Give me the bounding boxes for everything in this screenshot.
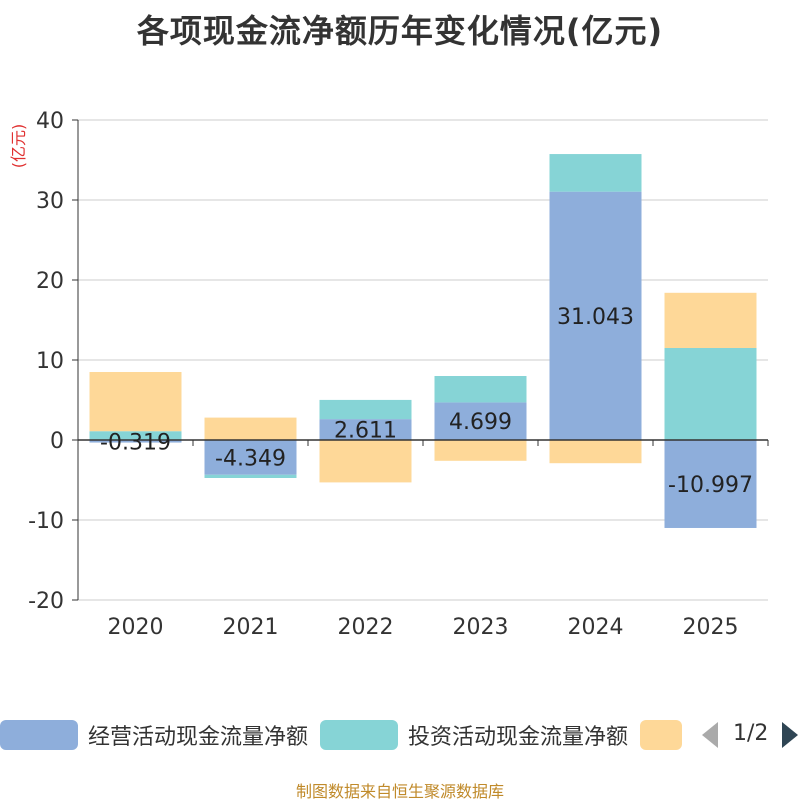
bar-financing-2023 (434, 440, 527, 461)
bar-operating-2025 (664, 440, 757, 528)
bar-operating-2022 (319, 419, 412, 440)
legend-item-investing[interactable]: 投资活动现金流量净额 (320, 719, 628, 751)
y-tick-label: 20 (36, 269, 64, 294)
x-tick-label: 2022 (338, 615, 394, 640)
y-axis-label: (亿元) (9, 124, 28, 169)
y-tick-label: 30 (36, 189, 64, 214)
x-tick-label: 2023 (453, 615, 509, 640)
data-label-operating-2020: -0.319 (100, 430, 171, 455)
data-label-operating-2023: 4.699 (449, 410, 512, 435)
bar-operating-2020 (89, 440, 182, 443)
legend-swatch-investing (320, 720, 398, 750)
legend-label-operating: 经营活动现金流量净额 (88, 725, 309, 750)
data-label-operating-2021: -4.349 (215, 446, 286, 471)
bar-investing-2022 (319, 399, 412, 420)
triangle-right-icon[interactable] (780, 720, 800, 750)
x-tick-label: 2025 (683, 615, 739, 640)
legend-swatch-financing (640, 720, 682, 750)
chart-title: 各项现金流净额历年变化情况(亿元) (136, 12, 664, 50)
data-source-footer: 制图数据来自恒生聚源数据库 (295, 782, 504, 801)
bar-financing-2024 (549, 440, 642, 464)
x-tick-label: 2020 (108, 615, 164, 640)
y-tick-label: 0 (50, 429, 64, 454)
bar-financing-2021 (204, 417, 297, 440)
data-label-operating-2024: 31.043 (557, 305, 634, 330)
legend-item-financing[interactable] (640, 720, 682, 750)
legend-item-operating[interactable]: 经营活动现金流量净额 (0, 719, 308, 751)
bar-investing-2023 (434, 376, 527, 403)
data-label-operating-2022: 2.611 (334, 419, 397, 444)
y-tick-label: 40 (36, 109, 64, 134)
y-tick-label: -10 (28, 509, 64, 534)
bar-investing-2020 (89, 431, 182, 440)
legend-swatch-operating (0, 720, 78, 750)
x-tick-label: 2021 (223, 615, 279, 640)
x-tick-label: 2024 (568, 615, 624, 640)
data-label-operating-2025: -10.997 (668, 473, 753, 498)
y-tick-label: 10 (36, 349, 64, 374)
bar-investing-2025 (664, 348, 757, 440)
bar-financing-2020 (89, 372, 182, 432)
bar-operating-2023 (434, 402, 527, 440)
bar-investing-2024 (549, 154, 642, 192)
stacked-bar-chart: -20 -10 0 10 20 30 40 (亿元) 2020 2021 2022 2023 2024 2… (9, 109, 769, 640)
bar-financing-2022 (319, 440, 412, 483)
legend-label-investing: 投资活动现金流量净额 (408, 725, 629, 750)
bar-operating-2021 (204, 440, 297, 475)
triangle-left-icon[interactable] (700, 720, 720, 750)
bar-investing-2021 (204, 474, 297, 478)
legend-page-indicator: 1/2 (733, 721, 769, 746)
y-tick-label: -20 (28, 589, 64, 614)
bar-operating-2024 (549, 191, 642, 440)
bar-financing-2025 (664, 292, 757, 348)
